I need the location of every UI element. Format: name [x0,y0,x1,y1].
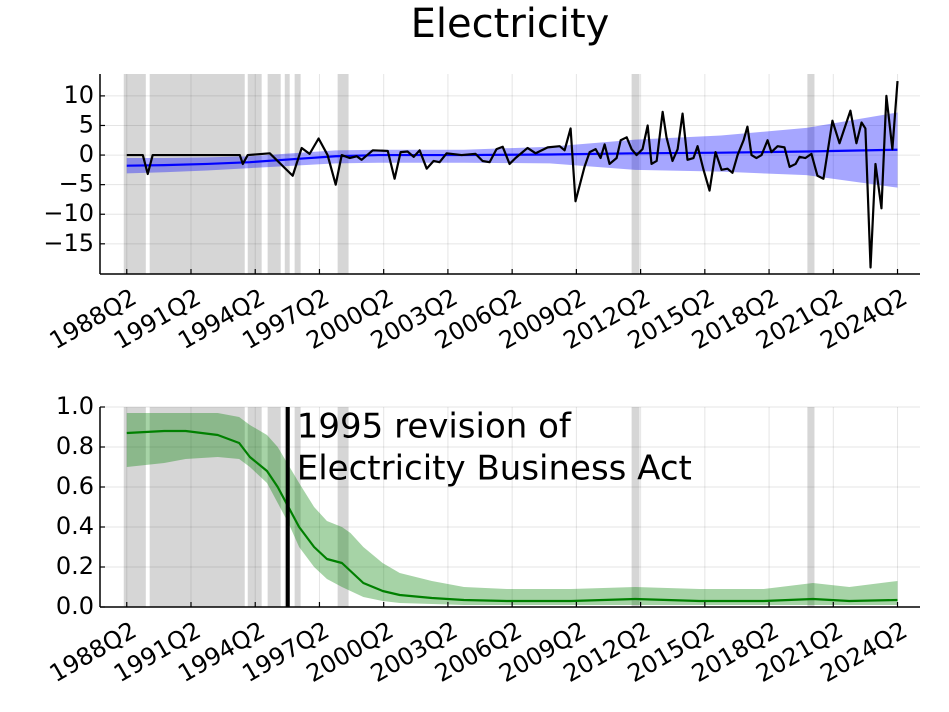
shaded-period [631,407,640,607]
shaded-period [284,74,290,274]
annotation: Electricity Business Act [297,449,692,489]
line [126,81,899,269]
shaded-period [294,407,301,607]
y-tick-label: 5 [79,110,94,138]
chart-title: Electricity [411,1,610,47]
y-tick-label: 0.4 [56,512,94,540]
shaded-period [807,74,815,274]
y-tick-label: −10 [43,199,94,227]
y-tick-label: 1.0 [56,392,94,420]
confidence-band [126,413,898,605]
y-tick-label: 0.8 [56,432,94,460]
shaded-period [294,74,301,274]
shaded-period [337,407,349,607]
y-tick-label: 0.0 [56,592,94,620]
y-tick-label: 0 [79,140,94,168]
shaded-period [247,74,262,274]
shaded-period [267,407,281,607]
line [126,148,898,167]
confidence-band [126,112,898,188]
y-tick-label: 0.2 [56,552,94,580]
shaded-period [807,407,815,607]
y-tick-label: −15 [43,229,94,257]
y-tick-label: −5 [59,170,94,198]
y-tick-label: 0.6 [56,472,94,500]
shaded-period [337,74,349,274]
shaded-period [123,74,146,274]
shaded-period [149,74,245,274]
annotation: 1995 revision of [297,407,572,447]
y-tick-label: 10 [63,81,94,109]
shaded-period [631,74,640,274]
shaded-period [123,407,146,607]
shaded-period [267,74,281,274]
line [126,429,898,603]
